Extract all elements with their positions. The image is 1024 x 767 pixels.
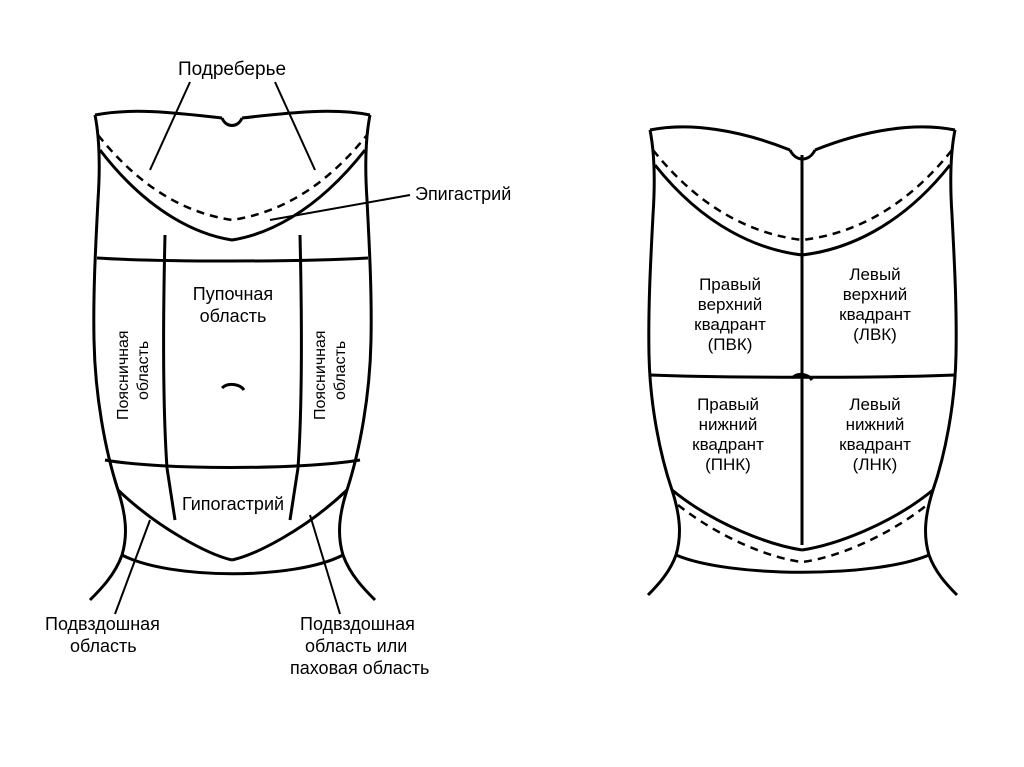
label-iliac-right-3: паховая область	[290, 658, 429, 678]
label-llq-4: (ЛНК)	[853, 455, 898, 474]
label-rlq-1: Правый	[697, 395, 759, 414]
abdomen-diagram: Подреберье Эпигастрий Пупочная область П…	[0, 0, 1024, 767]
label-iliac-right-1: Подвздошная	[300, 614, 415, 634]
label-llq-2: нижний	[846, 415, 905, 434]
label-luq-1: Левый	[849, 265, 900, 284]
label-luq-2: верхний	[843, 285, 907, 304]
right-figure: Правый верхний квадрант (ПВК) Левый верх…	[648, 127, 957, 595]
label-iliac-left-2: область	[70, 636, 137, 656]
label-llq-1: Левый	[849, 395, 900, 414]
label-iliac-left-1: Подвздошная	[45, 614, 160, 634]
label-lumbar-right-2: область	[332, 341, 349, 400]
label-llq-3: квадрант	[839, 435, 911, 454]
label-ruq-4: (ПВК)	[708, 335, 753, 354]
label-luq-3: квадрант	[839, 305, 911, 324]
label-luq-4: (ЛВК)	[853, 325, 897, 344]
label-lumbar-left-1: Поясничная	[115, 330, 132, 420]
label-rlq-4: (ПНК)	[705, 455, 751, 474]
label-lumbar-left-2: область	[135, 341, 152, 400]
label-epigastrium: Эпигастрий	[415, 184, 511, 204]
label-ruq-3: квадрант	[694, 315, 766, 334]
label-lumbar-right-1: Поясничная	[312, 330, 329, 420]
left-figure: Подреберье Эпигастрий Пупочная область П…	[45, 59, 511, 678]
label-podrebere: Подреберье	[178, 59, 286, 80]
label-hypogastrium: Гипогастрий	[182, 494, 284, 514]
label-umbilical-2: область	[200, 306, 267, 326]
label-ruq-2: верхний	[698, 295, 762, 314]
label-iliac-right-2: область или	[305, 636, 407, 656]
label-rlq-2: нижний	[699, 415, 758, 434]
label-rlq-3: квадрант	[692, 435, 764, 454]
label-umbilical-1: Пупочная	[193, 284, 273, 304]
label-ruq-1: Правый	[699, 275, 761, 294]
